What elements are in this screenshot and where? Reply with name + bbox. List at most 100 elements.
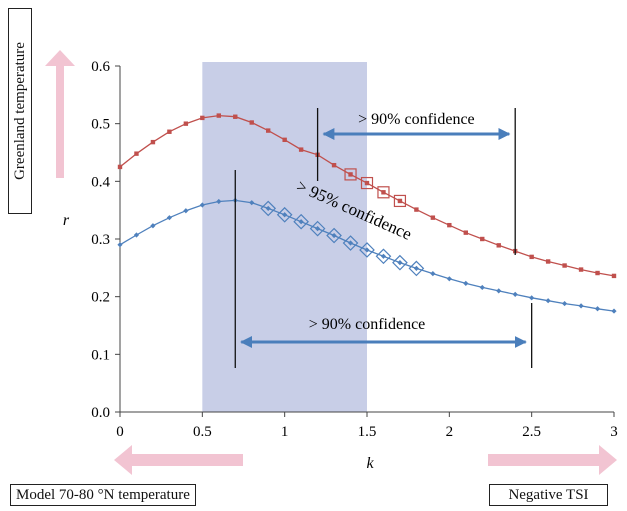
series-1-point bbox=[216, 113, 221, 118]
series-1-point bbox=[282, 137, 287, 143]
series-2-point bbox=[496, 288, 502, 294]
greenland-temperature-label: Greenland temperature bbox=[8, 8, 32, 214]
series-2-point bbox=[578, 303, 584, 309]
series-1-point bbox=[348, 172, 353, 177]
series-2-point bbox=[249, 200, 255, 206]
series-2-point bbox=[216, 198, 222, 205]
y-tick-label: 0.5 bbox=[91, 117, 110, 133]
series-2-point bbox=[183, 208, 189, 214]
series-1-point bbox=[496, 243, 501, 248]
y-tick-label: 0.4 bbox=[91, 174, 110, 190]
series-1-point bbox=[578, 267, 584, 272]
series-1-point bbox=[167, 129, 172, 134]
series-1-highlight-marker bbox=[360, 176, 374, 190]
series-1-point bbox=[381, 190, 386, 195]
series-2-point bbox=[298, 219, 304, 225]
series-1-point bbox=[266, 128, 271, 133]
series-2-point bbox=[611, 308, 617, 314]
series-1-highlight-marker bbox=[344, 168, 357, 181]
y-tick-label: 0.6 bbox=[91, 59, 110, 75]
series-1-point bbox=[134, 151, 139, 156]
series-2-point bbox=[265, 205, 271, 212]
series-1-point bbox=[545, 259, 551, 264]
series-2-point bbox=[512, 291, 518, 297]
series-2-point bbox=[133, 232, 140, 238]
series-1-highlight-marker bbox=[377, 186, 390, 199]
confidence-label-lower: > 90% confidence bbox=[309, 316, 426, 333]
series-2-point bbox=[347, 240, 354, 246]
series-2-point bbox=[562, 300, 568, 307]
y-tick-label: 0.1 bbox=[91, 347, 110, 363]
series-1-point bbox=[611, 273, 617, 279]
series-2-point bbox=[331, 232, 337, 239]
series-2-point bbox=[446, 276, 452, 282]
series-2-highlight-marker bbox=[309, 220, 326, 237]
x-axis-label: k bbox=[366, 455, 374, 472]
series-2-highlight-marker bbox=[260, 200, 277, 217]
left-arrow bbox=[114, 445, 243, 475]
series-2-point bbox=[282, 212, 288, 218]
up-arrow bbox=[45, 50, 75, 178]
greenland-temperature-text: Greenland temperature bbox=[12, 42, 28, 180]
series-1-point bbox=[200, 115, 205, 121]
series-2-highlight-marker bbox=[375, 248, 392, 265]
model-temperature-label: Model 70-80 °N temperature bbox=[10, 484, 196, 506]
y-tick-label: 0.3 bbox=[91, 232, 110, 248]
series-1-point bbox=[447, 222, 452, 228]
series-2-highlight-marker bbox=[342, 235, 359, 251]
series-2-point bbox=[150, 223, 156, 229]
series-2-highlight-marker bbox=[359, 242, 375, 258]
series-1-point bbox=[331, 162, 337, 168]
shaded-region bbox=[202, 62, 367, 412]
series-2-point bbox=[463, 280, 469, 287]
series-2-point bbox=[545, 298, 551, 304]
series-1-point bbox=[298, 147, 304, 152]
x-tick-label: 1 bbox=[281, 424, 289, 440]
series-2-point bbox=[479, 284, 485, 291]
series-1-point bbox=[595, 270, 600, 276]
series-1-point bbox=[233, 114, 238, 119]
series-2-highlight-marker bbox=[326, 227, 342, 244]
series-1-point bbox=[183, 121, 189, 126]
series-2-point bbox=[380, 253, 387, 259]
series-1-point bbox=[480, 236, 485, 242]
series-2-point bbox=[364, 247, 370, 253]
series-1-point bbox=[364, 180, 370, 186]
series-1-point bbox=[249, 120, 254, 125]
series-1-point bbox=[414, 207, 419, 212]
series-2-point bbox=[166, 215, 172, 221]
series-1-point bbox=[117, 164, 123, 170]
series-2-highlight-marker bbox=[408, 260, 425, 277]
x-tick-label: 2.5 bbox=[522, 424, 541, 440]
series-2-highlight-marker bbox=[392, 254, 408, 271]
x-tick-label: 0.5 bbox=[193, 424, 212, 440]
series-1-highlight-marker bbox=[393, 194, 407, 208]
series-2-point bbox=[199, 202, 205, 208]
series-1-point bbox=[562, 263, 567, 268]
series-2-point bbox=[430, 271, 436, 277]
y-tick-label: 0.0 bbox=[91, 405, 110, 421]
series-1-point bbox=[529, 254, 534, 260]
series-2-highlight-marker bbox=[276, 206, 293, 223]
series-1-point bbox=[397, 198, 403, 204]
x-tick-label: 1.5 bbox=[358, 424, 377, 440]
y-tick-label: 0.2 bbox=[91, 290, 110, 306]
negative-tsi-label: Negative TSI bbox=[489, 484, 608, 506]
series-2-highlight-marker bbox=[293, 213, 309, 230]
confidence-label-upper: > 90% confidence bbox=[358, 111, 475, 128]
x-tick-label: 2 bbox=[446, 424, 454, 440]
right-arrow bbox=[488, 445, 617, 475]
series-2-point bbox=[315, 226, 321, 232]
x-tick-label: 0 bbox=[116, 424, 124, 440]
series-1-point bbox=[430, 215, 436, 220]
series-2-point bbox=[413, 265, 419, 272]
series-1-point bbox=[463, 230, 468, 235]
series-2-point bbox=[397, 260, 403, 266]
series-2-point bbox=[117, 242, 123, 248]
series-2-point bbox=[594, 306, 601, 312]
series-1-point bbox=[150, 139, 156, 145]
series-2-point bbox=[529, 295, 535, 301]
y-axis-label: r bbox=[63, 212, 70, 229]
x-tick-label: 3 bbox=[610, 424, 618, 440]
